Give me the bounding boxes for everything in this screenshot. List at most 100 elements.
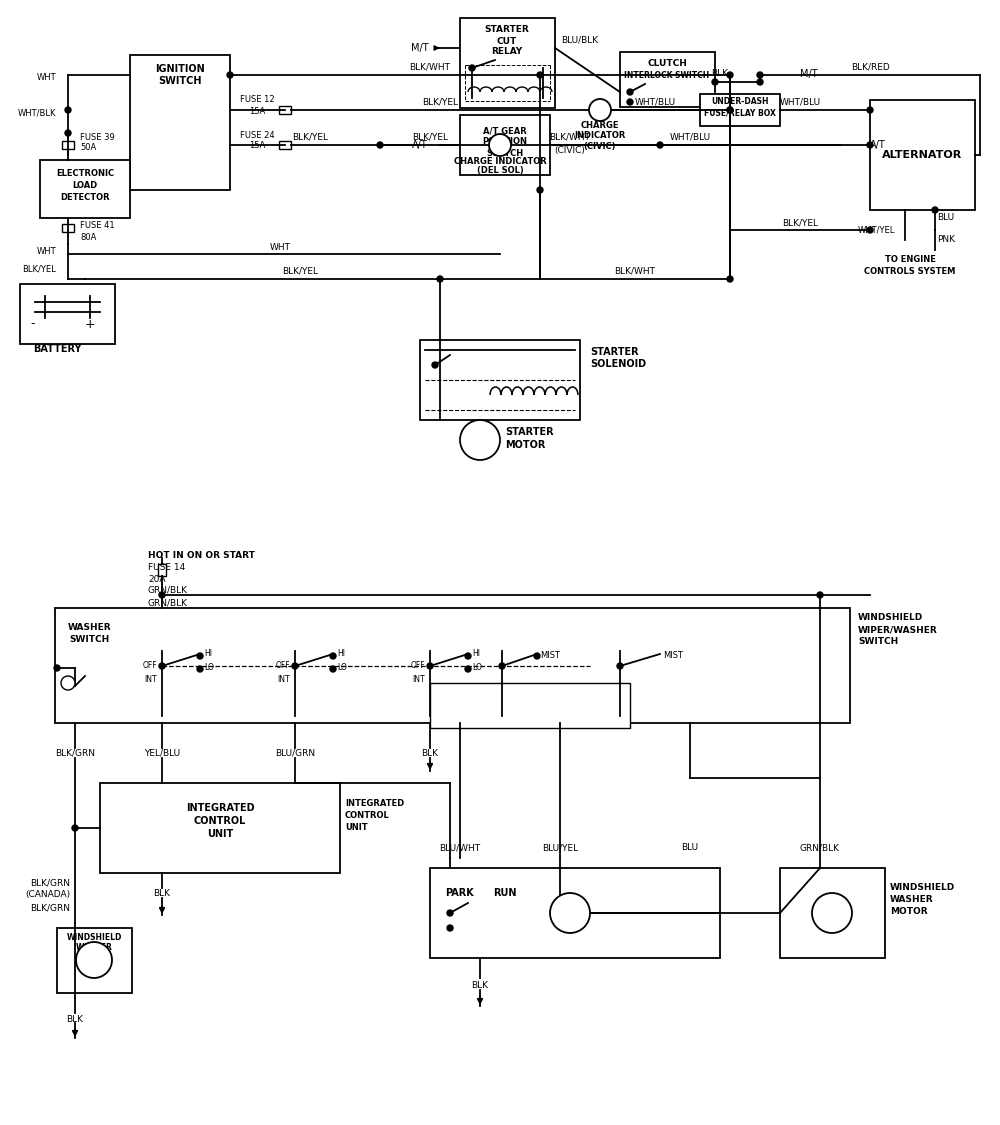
Text: MOTOR: MOTOR xyxy=(890,908,928,917)
Text: MIST: MIST xyxy=(663,651,683,660)
Text: WHT: WHT xyxy=(36,246,56,255)
Bar xyxy=(158,564,166,576)
Text: WHT/BLK: WHT/BLK xyxy=(18,108,56,117)
Circle shape xyxy=(627,89,633,94)
Circle shape xyxy=(432,362,438,368)
Text: CUT: CUT xyxy=(497,36,517,45)
Text: GRN/BLK: GRN/BLK xyxy=(148,598,188,608)
Circle shape xyxy=(72,825,78,831)
Bar xyxy=(279,141,291,148)
Text: SWITCH: SWITCH xyxy=(858,638,898,647)
Text: INTEGRATED: INTEGRATED xyxy=(345,799,404,808)
Text: WASHER: WASHER xyxy=(76,943,112,952)
Text: MIST: MIST xyxy=(540,651,560,660)
Circle shape xyxy=(197,666,203,672)
Text: INT: INT xyxy=(277,675,290,684)
Text: (DEL SOL): (DEL SOL) xyxy=(477,166,523,176)
Circle shape xyxy=(867,107,873,112)
Text: WHT/BLU: WHT/BLU xyxy=(779,98,821,107)
Text: LO: LO xyxy=(472,664,482,673)
Circle shape xyxy=(550,893,590,933)
Text: BLK/YEL: BLK/YEL xyxy=(782,218,818,227)
Text: STARTER: STARTER xyxy=(590,346,639,357)
Text: WASHER: WASHER xyxy=(890,896,934,904)
Text: CONTROL: CONTROL xyxy=(194,816,246,826)
Text: e: e xyxy=(497,140,503,150)
Text: CONTROL: CONTROL xyxy=(345,810,390,819)
Bar xyxy=(20,284,115,344)
Bar xyxy=(62,224,74,232)
Text: BLU/WHT: BLU/WHT xyxy=(439,844,481,853)
Text: A/T: A/T xyxy=(412,140,428,150)
Text: BLK/YEL: BLK/YEL xyxy=(412,133,448,142)
Text: 15A: 15A xyxy=(249,107,265,116)
Bar xyxy=(279,106,291,114)
Text: STARTER: STARTER xyxy=(505,428,554,436)
Text: FUSE 39: FUSE 39 xyxy=(80,133,115,142)
Text: SWITCH: SWITCH xyxy=(158,76,202,86)
Text: WINDSHIELD: WINDSHIELD xyxy=(890,883,955,892)
Circle shape xyxy=(657,142,663,148)
Text: OFF: OFF xyxy=(410,662,425,670)
Text: UNDER-DASH: UNDER-DASH xyxy=(711,98,769,107)
Bar xyxy=(100,783,340,873)
Text: (CIVIC): (CIVIC) xyxy=(584,142,616,151)
Circle shape xyxy=(465,652,471,659)
Text: HI: HI xyxy=(204,649,212,658)
Circle shape xyxy=(159,663,165,669)
Text: ALTERNATOR: ALTERNATOR xyxy=(882,150,962,160)
Text: CONTROLS SYSTEM: CONTROLS SYSTEM xyxy=(864,268,956,277)
Text: BLU/GRN: BLU/GRN xyxy=(275,748,315,757)
Bar xyxy=(130,55,230,190)
Text: UNIT: UNIT xyxy=(207,829,233,839)
Circle shape xyxy=(534,652,540,659)
Circle shape xyxy=(292,663,298,669)
Bar xyxy=(700,94,780,126)
Text: 20A: 20A xyxy=(148,575,166,584)
Text: SOLENOID: SOLENOID xyxy=(590,359,646,369)
Bar xyxy=(460,115,550,176)
Text: OFF: OFF xyxy=(142,662,157,670)
Circle shape xyxy=(617,663,623,669)
Text: WHT/BLU: WHT/BLU xyxy=(669,133,711,142)
Circle shape xyxy=(867,227,873,233)
Circle shape xyxy=(727,276,733,282)
Text: BLU: BLU xyxy=(681,844,699,853)
Text: BLK/WHT: BLK/WHT xyxy=(550,133,590,142)
Text: INTEGRATED: INTEGRATED xyxy=(186,803,254,813)
Bar xyxy=(62,141,74,148)
Text: -: - xyxy=(30,317,34,331)
Circle shape xyxy=(757,72,763,78)
Text: WHT: WHT xyxy=(270,243,290,252)
Text: INDICATOR: INDICATOR xyxy=(574,132,626,141)
Text: WIPER/WASHER: WIPER/WASHER xyxy=(858,626,938,634)
Text: WINDSHIELD: WINDSHIELD xyxy=(66,933,122,942)
Text: HI: HI xyxy=(472,649,480,658)
Bar xyxy=(620,52,715,107)
Circle shape xyxy=(437,276,443,282)
Circle shape xyxy=(812,893,852,933)
Bar xyxy=(55,608,850,723)
Circle shape xyxy=(469,65,475,71)
Text: YEL/BLU: YEL/BLU xyxy=(144,748,180,757)
Text: A/T GEAR: A/T GEAR xyxy=(483,126,527,135)
Text: BATTERY: BATTERY xyxy=(33,344,81,354)
Text: BLK/GRN: BLK/GRN xyxy=(30,879,70,888)
Text: BLK/RED: BLK/RED xyxy=(851,63,889,72)
Text: BLK/YEL: BLK/YEL xyxy=(292,133,328,142)
Circle shape xyxy=(499,663,505,669)
Text: WASHER: WASHER xyxy=(68,623,112,632)
Text: M: M xyxy=(562,906,578,920)
Circle shape xyxy=(757,79,763,86)
Circle shape xyxy=(712,79,718,86)
Text: INTERLOCK SWITCH: INTERLOCK SWITCH xyxy=(624,71,710,80)
Text: A/T: A/T xyxy=(870,140,886,150)
Text: BLK/YEL: BLK/YEL xyxy=(422,98,458,107)
Text: SWITCH: SWITCH xyxy=(70,634,110,643)
Text: DETECTOR: DETECTOR xyxy=(60,193,110,202)
Circle shape xyxy=(867,142,873,148)
Text: PARK: PARK xyxy=(446,888,474,898)
Text: LO: LO xyxy=(204,664,214,673)
Text: BLK/GRN: BLK/GRN xyxy=(30,903,70,912)
Text: +: + xyxy=(84,317,95,331)
